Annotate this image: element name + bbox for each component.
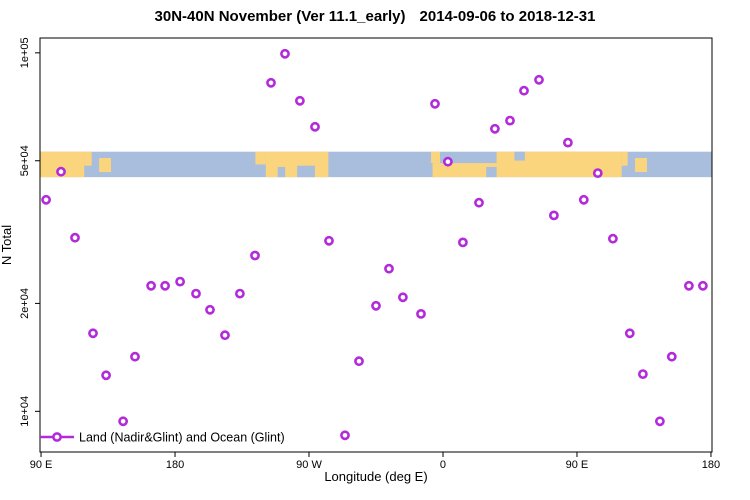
data-point [384, 263, 394, 274]
data-point [354, 356, 364, 367]
map-band-land [432, 163, 497, 178]
data-point [698, 280, 708, 291]
data-point [220, 330, 230, 341]
plot-border [39, 37, 713, 453]
data-point [474, 197, 484, 208]
legend-label: Land (Nadir&Glint) and Ocean (Glint) [79, 431, 285, 445]
map-band-land [84, 151, 92, 166]
chart-title-dates: 2014-09-06 to 2018-12-31 [419, 8, 596, 25]
data-point [101, 370, 111, 381]
data-point [638, 369, 648, 379]
map-band-ocean-patch [277, 166, 286, 178]
map-band-land [99, 158, 112, 173]
data-points [41, 48, 708, 441]
data-point [118, 416, 128, 427]
x-tick-label: 180 [166, 459, 184, 471]
data-point [397, 292, 408, 303]
y-tick-label: 2e+04 [19, 288, 31, 319]
data-point [371, 300, 381, 311]
data-point [130, 351, 140, 362]
chart-title-main: 30N-40N November (Ver 11.1_early) [154, 8, 406, 25]
data-point [655, 416, 665, 427]
data-point [442, 156, 453, 167]
x-tick-label: 90 W [296, 459, 322, 471]
data-point [310, 121, 320, 132]
axis-ticks: 90 E 180 90 W 0 90 E 180 1e+05 5e+04 2e+04 1e+04 [19, 37, 720, 471]
data-point [592, 168, 603, 178]
data-point [250, 250, 260, 261]
data-point [534, 74, 544, 85]
x-tick-label: 90 E [566, 459, 589, 471]
map-band-land [431, 151, 441, 164]
legend: Land (Nadir&Glint) and Ocean (Glint) [40, 431, 285, 445]
data-point [205, 304, 215, 315]
data-point [88, 328, 98, 339]
data-point [608, 233, 618, 244]
chart-title: 30N-40N November (Ver 11.1_early) 2014-09… [0, 8, 750, 25]
legend-marker-icon [52, 432, 62, 442]
x-tick-label: 180 [702, 459, 720, 471]
data-point [505, 115, 515, 126]
y-axis-label: N Total [0, 225, 14, 265]
y-tick-label: 1e+04 [19, 396, 31, 427]
data-point [666, 351, 677, 362]
data-point [160, 280, 170, 291]
map-band-land [255, 151, 266, 165]
map-band [40, 151, 712, 178]
data-point [563, 137, 573, 148]
data-point [549, 210, 559, 221]
map-band-land [635, 158, 647, 173]
map-band-ocean-patch [297, 165, 315, 178]
data-point [234, 288, 245, 299]
map-band-land [621, 151, 628, 166]
data-point [340, 430, 350, 441]
data-point [41, 194, 51, 205]
y-tick-label: 1e+05 [19, 37, 31, 68]
data-point [146, 280, 156, 291]
data-point [266, 77, 276, 88]
data-point [70, 232, 80, 243]
data-point [294, 95, 305, 106]
x-tick-label: 0 [440, 459, 446, 471]
map-band-ocean-patch [514, 151, 525, 161]
data-point [56, 166, 66, 177]
data-point [489, 123, 500, 134]
data-point [519, 85, 529, 96]
data-point [684, 280, 694, 291]
data-point [624, 328, 635, 339]
x-axis-label: Longitude (deg E) [324, 469, 427, 484]
data-point [324, 235, 334, 246]
data-point [416, 308, 426, 319]
map-band-ocean-patch [486, 166, 497, 178]
y-tick-label: 5e+04 [19, 145, 31, 176]
x-tick-label: 90 E [30, 459, 53, 471]
data-point [457, 237, 468, 248]
data-point [191, 288, 201, 299]
data-point [430, 98, 440, 109]
data-point [175, 276, 185, 287]
data-point [578, 194, 589, 205]
data-point [280, 48, 290, 59]
